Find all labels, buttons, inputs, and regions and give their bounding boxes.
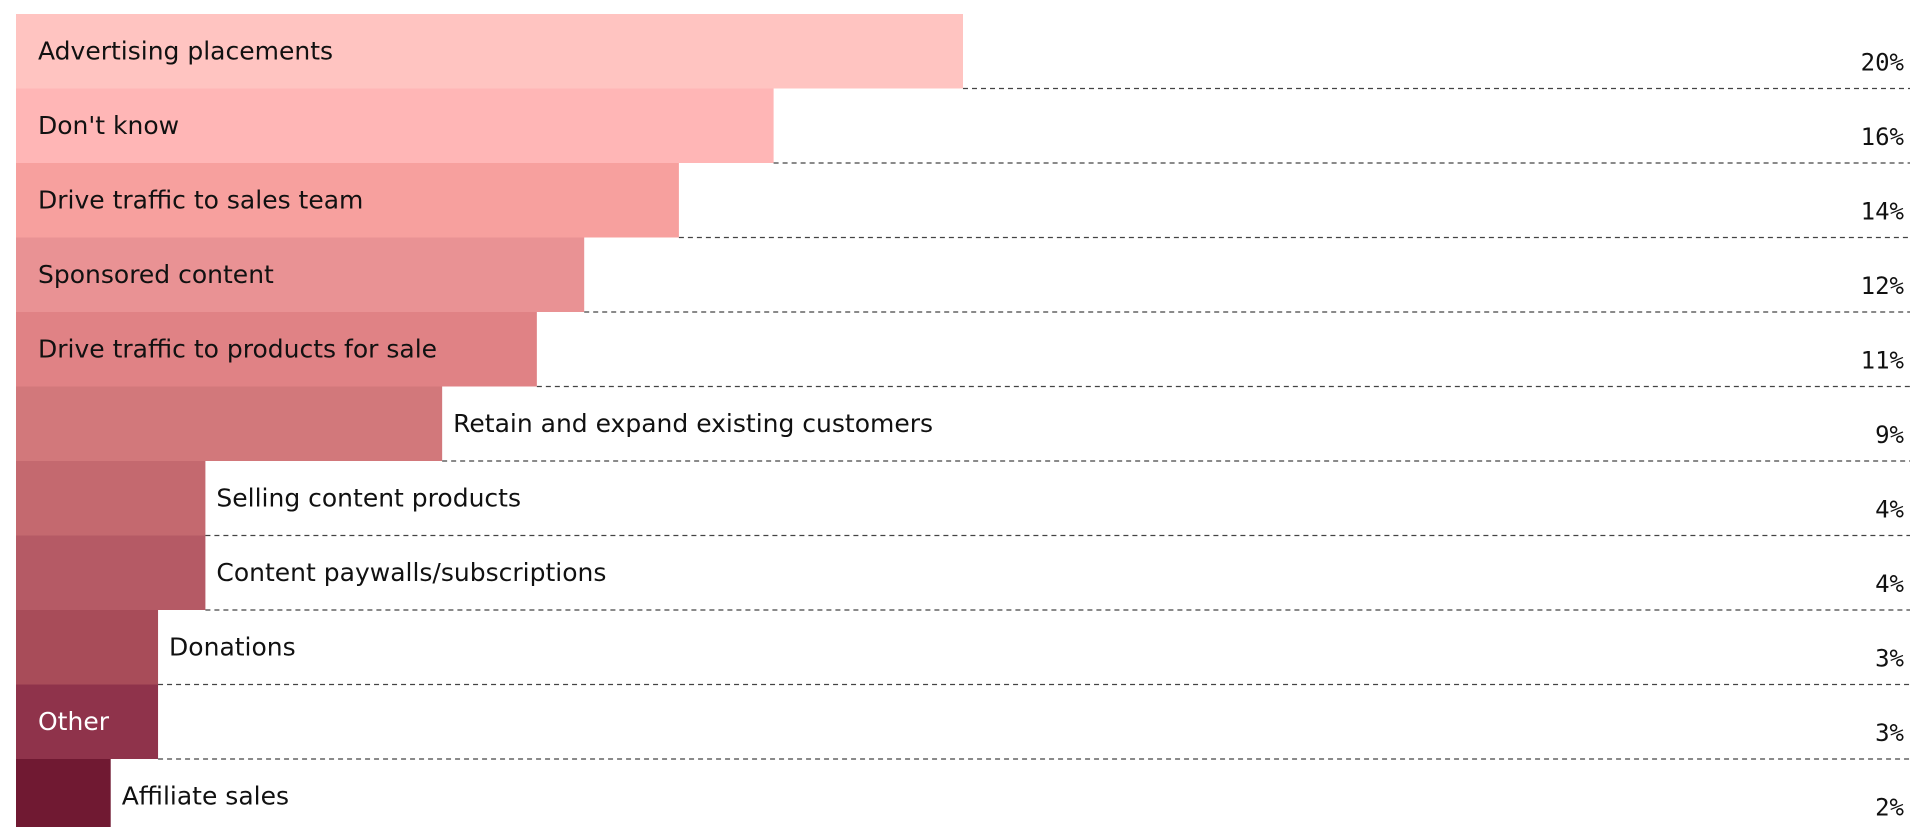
value-label-5: 9% xyxy=(1875,421,1904,449)
bar-label-7: Content paywalls/subscriptions xyxy=(216,558,606,587)
bar-5 xyxy=(16,386,443,461)
bar-label-2: Drive traffic to sales team xyxy=(38,185,363,214)
bar-label-4: Drive traffic to products for sale xyxy=(38,334,437,363)
bar-label-1: Don't know xyxy=(38,111,179,140)
value-label-3: 12% xyxy=(1861,272,1905,300)
bar-label-5: Retain and expand existing customers xyxy=(453,409,933,438)
bar-label-3: Sponsored content xyxy=(38,260,274,289)
bar-10 xyxy=(16,759,111,827)
value-label-8: 3% xyxy=(1875,644,1904,672)
bar-0 xyxy=(16,14,963,89)
bar-9 xyxy=(16,684,159,759)
bar-6 xyxy=(16,461,206,536)
value-label-7: 4% xyxy=(1875,570,1904,598)
bar-3 xyxy=(16,237,585,312)
value-label-6: 4% xyxy=(1875,495,1904,523)
value-label-0: 20% xyxy=(1861,48,1905,76)
value-label-4: 11% xyxy=(1861,346,1905,374)
bar-8 xyxy=(16,610,159,685)
bar-label-9: Other xyxy=(38,707,110,736)
value-label-9: 3% xyxy=(1875,719,1904,747)
bar-label-6: Selling content products xyxy=(216,483,521,512)
value-label-10: 2% xyxy=(1875,793,1904,821)
value-label-1: 16% xyxy=(1861,123,1905,151)
bar-label-10: Affiliate sales xyxy=(122,781,289,810)
value-label-2: 14% xyxy=(1861,197,1905,225)
bar-label-8: Donations xyxy=(169,632,296,661)
bar-7 xyxy=(16,535,206,610)
bar-4 xyxy=(16,312,537,387)
bar-1 xyxy=(16,88,774,163)
bar-2 xyxy=(16,163,679,238)
bar-label-0: Advertising placements xyxy=(38,36,333,65)
